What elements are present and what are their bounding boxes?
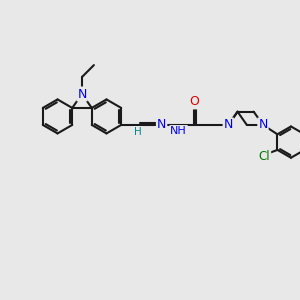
Text: N: N <box>258 118 268 131</box>
Text: N: N <box>77 88 87 100</box>
Text: N: N <box>224 118 233 131</box>
Text: NH: NH <box>170 126 187 136</box>
Text: H: H <box>134 127 142 137</box>
Text: Cl: Cl <box>259 150 270 164</box>
Text: O: O <box>189 95 199 108</box>
Text: N: N <box>157 118 166 131</box>
